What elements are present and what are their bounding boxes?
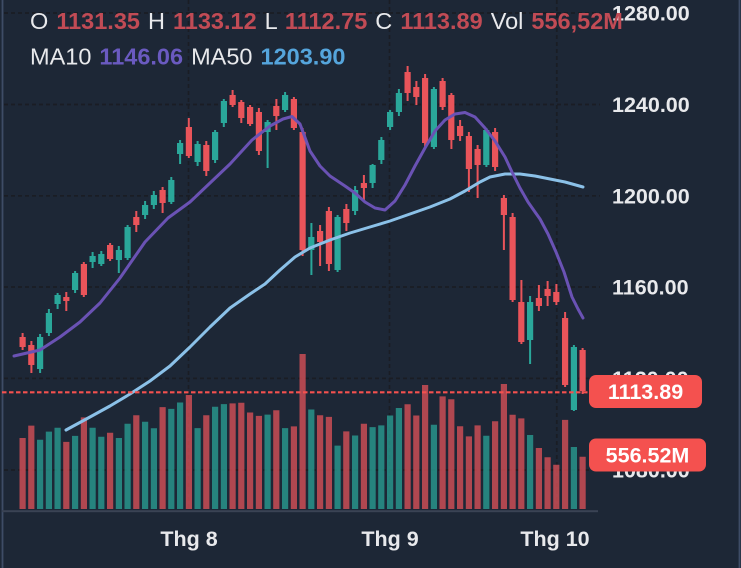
svg-text:O 1131.35 H 1133.12 L 1112.75: O 1131.35 H 1133.12 L 1112.75 C 1113.89 … — [30, 8, 623, 34]
svg-text:556.52M: 556.52M — [606, 444, 690, 468]
svg-text:Thg 9: Thg 9 — [361, 527, 418, 551]
svg-text:Thg 10: Thg 10 — [520, 527, 589, 551]
svg-text:Thg 8: Thg 8 — [160, 527, 217, 551]
svg-text:1280.00: 1280.00 — [612, 2, 690, 26]
svg-text:1160.00: 1160.00 — [612, 276, 689, 300]
svg-text:1113.89: 1113.89 — [608, 380, 683, 404]
svg-text:MA10 1146.06 MA50 1203.90: MA10 1146.06 MA50 1203.90 — [30, 44, 345, 70]
svg-text:1200.00: 1200.00 — [612, 184, 690, 208]
svg-text:1240.00: 1240.00 — [612, 93, 690, 117]
